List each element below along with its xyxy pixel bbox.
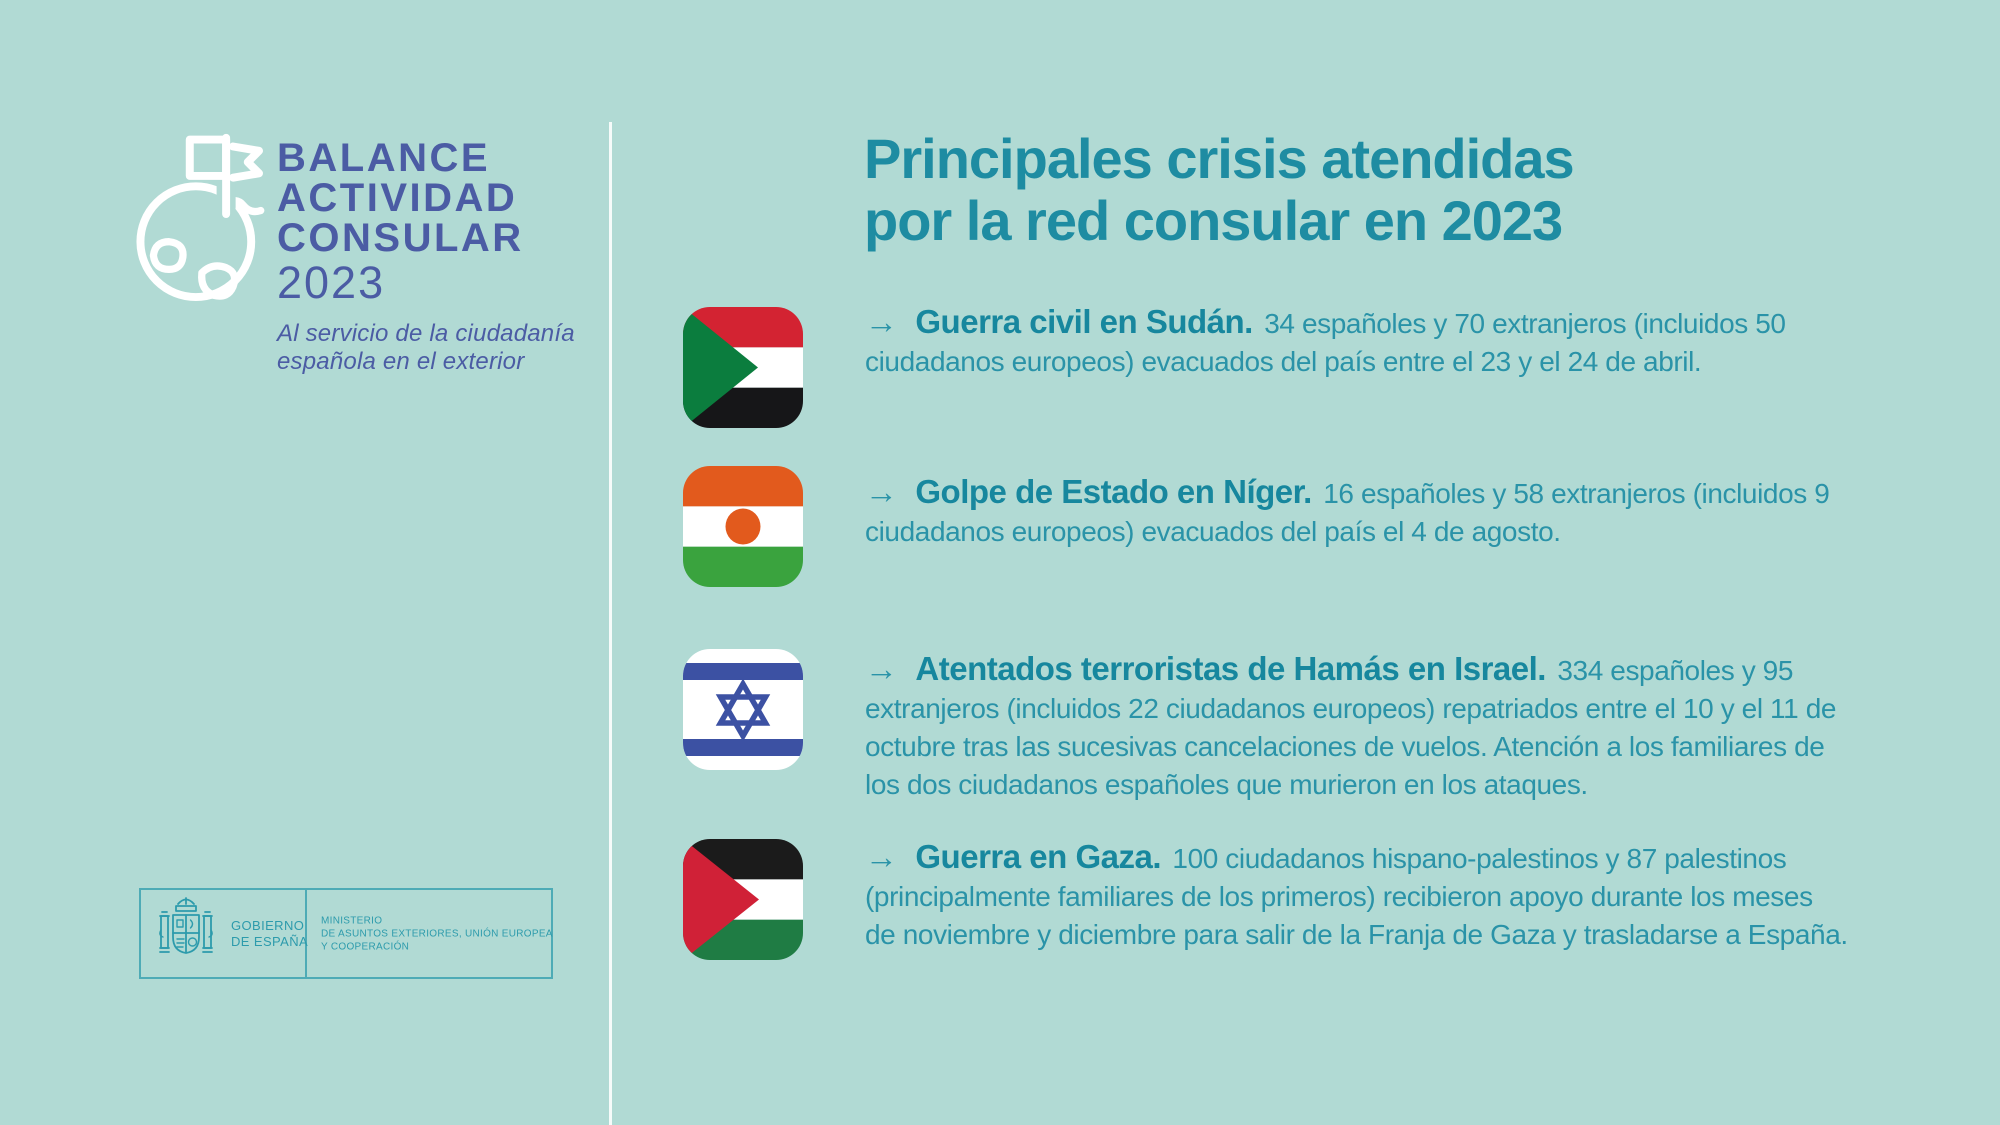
crisis-item-sudan: → Guerra civil en Sudán. 34 españoles y … — [683, 303, 1913, 428]
crisis-item-gaza: → Guerra en Gaza. 100 ciudadanos hispano… — [683, 835, 1913, 960]
brand-title-line: BALANCE — [277, 136, 491, 180]
ministry-name-line: MINISTERIO — [321, 915, 383, 926]
globe-flag-icon — [136, 133, 265, 302]
page-title: Principales crisis atendidas por la red … — [864, 127, 1575, 252]
ministry-name: MINISTERIO DE ASUNTOS EXTERIORES, UNIÓN … — [321, 914, 553, 953]
crisis-item-niger: → Golpe de Estado en Níger. 16 españoles… — [683, 462, 1913, 587]
crisis-text: → Atentados terroristas de Hamás en Isra… — [865, 650, 1850, 804]
crisis-body: 34 españoles y 70 extranjeros (incluidos… — [865, 308, 1786, 377]
brand-tagline: Al servicio de la ciudadanía española en… — [277, 320, 575, 376]
crisis-text: → Golpe de Estado en Níger. 16 españoles… — [865, 473, 1850, 551]
brand-title-line: CONSULAR — [277, 216, 524, 260]
crisis-heading: Guerra civil en Sudán. — [915, 303, 1253, 340]
crisis-heading: Golpe de Estado en Níger. — [915, 473, 1312, 510]
page-title-line: Principales crisis atendidas — [864, 127, 1575, 190]
crisis-heading: Atentados terroristas de Hamás en Israel… — [915, 650, 1546, 687]
palestine-flag-icon — [683, 839, 803, 960]
crisis-item-israel: → Atentados terroristas de Hamás en Isra… — [683, 645, 1913, 804]
israel-flag-icon — [683, 649, 803, 770]
niger-flag-icon — [683, 466, 803, 587]
ministry-name-line: Y COOPERACIÓN — [321, 941, 410, 952]
crisis-text: → Guerra en Gaza. 100 ciudadanos hispano… — [865, 838, 1850, 954]
crisis-body: 100 ciudadanos hispano-palestinos y 87 p… — [865, 843, 1848, 950]
brand-year: 2023 — [277, 257, 386, 308]
crisis-heading: Guerra en Gaza. — [915, 838, 1161, 875]
government-name: GOBIERNO DE ESPAÑA — [231, 918, 308, 950]
right-arrow-icon: → — [865, 303, 898, 340]
brand-title-line: ACTIVIDAD — [277, 176, 518, 220]
government-name-line: GOBIERNO — [231, 917, 305, 933]
sudan-flag-icon — [683, 307, 803, 428]
ministry-name-line: DE ASUNTOS EXTERIORES, UNIÓN EUROPEA — [321, 928, 553, 939]
brand-tagline-line: española en el exterior — [277, 348, 525, 375]
brand-logo: BALANCE ACTIVIDAD CONSULAR 2023 Al servi… — [277, 138, 575, 376]
spain-coat-of-arms-icon — [159, 897, 213, 954]
right-arrow-icon: → — [865, 838, 898, 875]
crisis-text: → Guerra civil en Sudán. 34 españoles y … — [865, 303, 1850, 381]
page-title-line: por la red consular en 2023 — [864, 189, 1563, 252]
government-name-line: DE ESPAÑA — [231, 933, 309, 949]
right-arrow-icon: → — [865, 650, 898, 687]
government-logo-divider — [305, 890, 307, 977]
right-arrow-icon: → — [865, 473, 898, 510]
crisis-body: 16 españoles y 58 extranjeros (incluidos… — [865, 478, 1830, 547]
crisis-body: 334 españoles y 95 extranjeros (incluido… — [865, 655, 1837, 800]
brand-tagline-line: Al servicio de la ciudadanía — [277, 320, 575, 347]
vertical-divider — [609, 122, 612, 1125]
government-logo: GOBIERNO DE ESPAÑA MINISTERIO DE ASUNTOS… — [139, 888, 553, 979]
